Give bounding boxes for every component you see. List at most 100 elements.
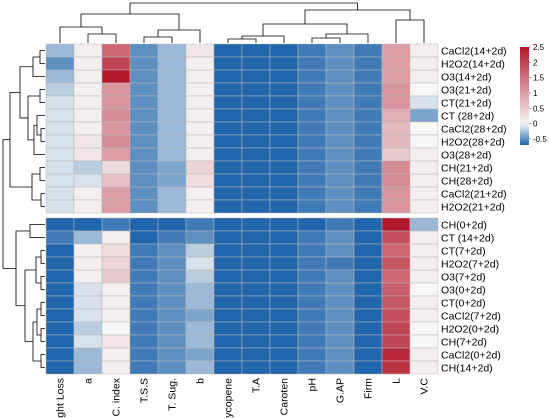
- heatmap-cell: [185, 217, 215, 232]
- heatmap-cell: [45, 321, 75, 336]
- heatmap-cell: [325, 43, 355, 58]
- column-label: pH: [307, 378, 319, 391]
- heatmap-cell: [353, 43, 383, 58]
- heatmap-cell: [157, 134, 187, 149]
- heatmap-cell: [381, 230, 411, 245]
- heatmap-cell: [73, 69, 103, 84]
- heatmap-cell: [241, 282, 271, 297]
- heatmap-cell: [185, 308, 215, 323]
- heatmap-cell: [241, 308, 271, 323]
- heatmap-cell: [157, 95, 187, 110]
- heatmap-cell: [409, 134, 439, 149]
- heatmap-cell: [101, 43, 131, 58]
- dendrogram-branch: [39, 89, 45, 103]
- legend-tick-label: 1: [533, 89, 538, 98]
- heatmap-cell: [381, 282, 411, 297]
- heatmap-cell: [325, 173, 355, 188]
- heatmap-cell: [157, 217, 187, 232]
- heatmap-cell: [269, 134, 299, 149]
- heatmap-cell: [241, 199, 271, 214]
- heatmap-cell: [409, 95, 439, 110]
- heatmap-cell: [353, 295, 383, 310]
- heatmap-cell: [269, 243, 299, 258]
- heatmap-cell: [297, 243, 327, 258]
- heatmap-cell: [269, 295, 299, 310]
- heatmap-cell: [409, 121, 439, 136]
- heatmap-cell: [409, 43, 439, 58]
- heatmap-cell: [129, 121, 159, 136]
- heatmap-cell: [73, 360, 103, 375]
- heatmap-cell: [269, 160, 299, 175]
- heatmap-cell: [269, 230, 299, 245]
- heatmap-cell: [297, 360, 327, 375]
- column-label: b: [195, 378, 207, 384]
- heatmap-cell: [325, 69, 355, 84]
- heatmap-cell: [129, 134, 159, 149]
- heatmap-cell: [157, 282, 187, 297]
- dendrogram-branch: [32, 56, 45, 77]
- heatmap-cell: [45, 282, 75, 297]
- heatmap-cell: [157, 360, 187, 375]
- heatmap-cell: [269, 95, 299, 110]
- heatmap-cell: [409, 56, 439, 71]
- heatmap-cell: [381, 217, 411, 232]
- dendrogram-branch: [143, 36, 173, 43]
- heatmap-cell: [45, 256, 75, 271]
- heatmap-cell: [213, 256, 243, 271]
- heatmap-cell: [325, 186, 355, 201]
- legend-tick-label: 0: [533, 120, 538, 129]
- row-label: CT(0+2d): [441, 297, 486, 309]
- heatmap-cell: [297, 347, 327, 362]
- heatmap-cell: [101, 282, 131, 297]
- heatmap-cell: [129, 295, 159, 310]
- heatmap-cell: [45, 347, 75, 362]
- heatmap-cell: [73, 160, 103, 175]
- heatmap-cell: [73, 256, 103, 271]
- heatmap-cell: [241, 82, 271, 97]
- heatmap-cell: [101, 243, 131, 258]
- heatmap-cell: [73, 147, 103, 162]
- column-labels: Weight Loss a C. index T.S.S T. Sug. b Lycopen…: [55, 377, 431, 418]
- heatmap-cell: [381, 256, 411, 271]
- heatmap-cell: [185, 56, 215, 71]
- row-label: CH(0+2d): [441, 219, 487, 231]
- heatmap-cell: [325, 295, 355, 310]
- heatmap-cell: [409, 230, 439, 245]
- heatmap-cell: [241, 186, 271, 201]
- dendrogram-branch: [80, 13, 180, 30]
- heatmap-cell: [213, 334, 243, 349]
- heatmap-cell: [297, 121, 327, 136]
- dendrogram-branch: [35, 256, 41, 284]
- heatmap-cell: [325, 269, 355, 284]
- dendrogram-branch: [33, 124, 45, 155]
- heatmap-cell: [353, 95, 383, 110]
- heatmap-cell: [269, 308, 299, 323]
- heatmap-cell: [129, 256, 159, 271]
- column-label: Lycopene: [223, 378, 235, 418]
- heatmap-cell: [353, 199, 383, 214]
- heatmap-cell: [213, 160, 243, 175]
- heatmap-cell: [213, 308, 243, 323]
- row-label: CH(7+2d): [441, 336, 487, 348]
- heatmap-cell: [381, 43, 411, 58]
- heatmap-cell: [381, 108, 411, 123]
- heatmap-cell: [269, 147, 299, 162]
- heatmap-cell: [381, 147, 411, 162]
- heatmap-cell: [213, 43, 243, 58]
- heatmap-cell: [45, 56, 75, 71]
- heatmap-cell: [297, 269, 327, 284]
- dendrogram-branch: [40, 250, 45, 264]
- heatmap-cell: [101, 95, 131, 110]
- heatmap-cell: [409, 308, 439, 323]
- heatmap-cell: [325, 243, 355, 258]
- heatmap-cell: [297, 134, 327, 149]
- heatmap-cell: [213, 295, 243, 310]
- heatmap-cell: [45, 121, 75, 136]
- heatmap-cell: [269, 108, 299, 123]
- heatmap-cell: [101, 173, 131, 188]
- heatmap-cell: [185, 95, 215, 110]
- legend-tick-label: 1.5: [533, 74, 545, 83]
- heatmap-cell: [213, 56, 243, 71]
- heatmap-cell: [73, 295, 103, 310]
- heatmap-cell: [409, 160, 439, 175]
